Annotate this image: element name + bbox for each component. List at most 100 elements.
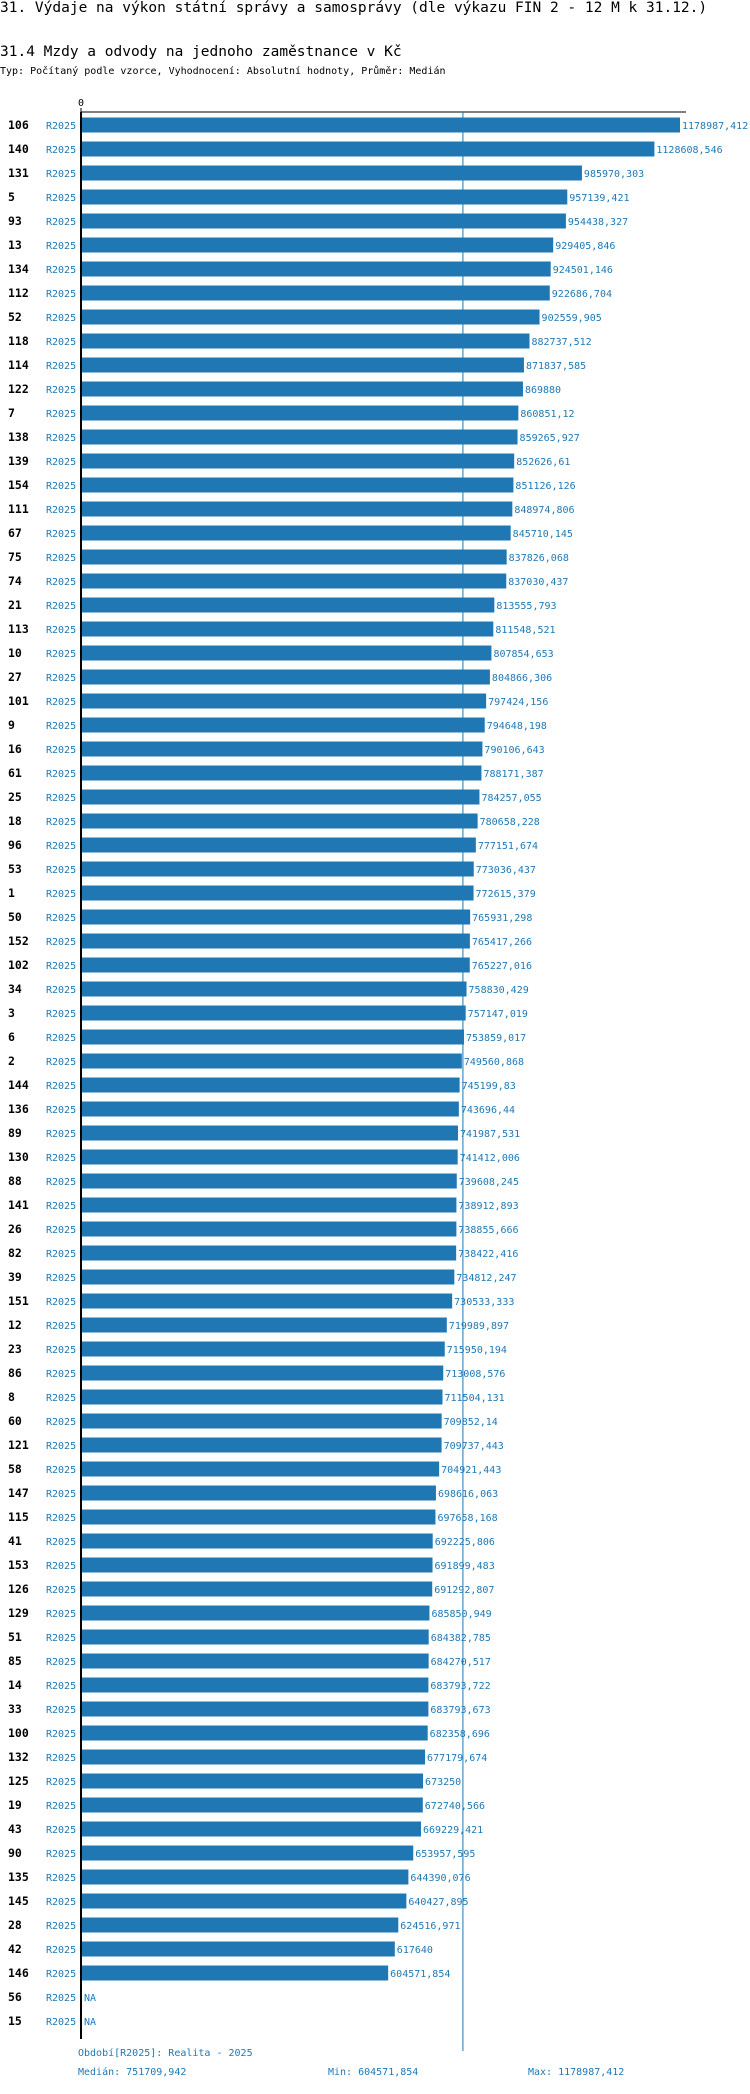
data-label: 644390,076 xyxy=(410,1873,470,1884)
category-label: 86 xyxy=(8,1366,22,1380)
bar xyxy=(81,1701,429,1717)
category-label: 113 xyxy=(8,622,29,636)
category-label: 21 xyxy=(8,598,22,612)
period-label: R2025 xyxy=(46,481,76,492)
category-label: 89 xyxy=(8,1126,22,1140)
category-label: 13 xyxy=(8,238,22,252)
bar xyxy=(81,357,524,373)
period-label: R2025 xyxy=(46,625,76,636)
data-label: 704921,443 xyxy=(441,1465,501,1476)
period-label: R2025 xyxy=(46,1777,76,1788)
category-label: 147 xyxy=(8,1486,29,1500)
data-label: 902559,905 xyxy=(542,313,602,324)
bar xyxy=(81,549,507,565)
period-label: R2025 xyxy=(46,1297,76,1308)
category-label: 88 xyxy=(8,1174,22,1188)
period-label: R2025 xyxy=(46,1801,76,1812)
data-label: 730533,333 xyxy=(454,1297,514,1308)
data-label: 851126,126 xyxy=(515,481,575,492)
period-label: R2025 xyxy=(46,1753,76,1764)
period-label: R2025 xyxy=(46,1393,76,1404)
data-label: 813555,793 xyxy=(496,601,556,612)
period-label: R2025 xyxy=(46,121,76,132)
bar xyxy=(81,981,467,997)
period-label: R2025 xyxy=(46,1033,76,1044)
bar xyxy=(81,1677,429,1693)
data-label: 757147,019 xyxy=(468,1009,528,1020)
bar xyxy=(81,885,474,901)
data-label: 790106,643 xyxy=(484,745,544,756)
bar xyxy=(81,1581,433,1597)
period-label: R2025 xyxy=(46,649,76,660)
period-label: R2025 xyxy=(46,2017,76,2028)
bar xyxy=(81,669,490,685)
category-label: 135 xyxy=(8,1870,29,1884)
data-label: 711504,131 xyxy=(444,1393,504,1404)
bar xyxy=(81,741,483,757)
period-label: R2025 xyxy=(46,1489,76,1500)
bar xyxy=(81,1389,443,1405)
category-label: 16 xyxy=(8,742,22,756)
bar xyxy=(81,501,513,517)
bar xyxy=(81,261,551,277)
bar xyxy=(81,1797,423,1813)
period-label: R2025 xyxy=(46,529,76,540)
bar xyxy=(81,933,470,949)
data-label: 617640 xyxy=(397,1945,433,1956)
bar xyxy=(81,1221,457,1237)
data-label: 673250 xyxy=(425,1777,461,1788)
category-label: 18 xyxy=(8,814,22,828)
bar xyxy=(81,1653,429,1669)
period-label: R2025 xyxy=(46,1177,76,1188)
data-label: 743696,44 xyxy=(461,1105,515,1116)
category-label: 8 xyxy=(8,1390,15,1404)
period-label: R2025 xyxy=(46,841,76,852)
bar xyxy=(81,1101,459,1117)
period-label: R2025 xyxy=(46,1105,76,1116)
category-label: 61 xyxy=(8,766,22,780)
data-label: 852626,61 xyxy=(516,457,570,468)
data-label: 777151,674 xyxy=(478,841,538,852)
data-label: 804866,306 xyxy=(492,673,552,684)
bar xyxy=(81,1005,466,1021)
period-label: R2025 xyxy=(46,1993,76,2004)
category-label: 85 xyxy=(8,1654,22,1668)
bar xyxy=(81,477,514,493)
data-label: 848974,806 xyxy=(514,505,574,516)
category-label: 75 xyxy=(8,550,22,564)
bar xyxy=(81,333,530,349)
bar xyxy=(81,1053,462,1069)
category-label: 134 xyxy=(8,262,29,276)
bar xyxy=(81,237,554,253)
category-label: 153 xyxy=(8,1558,29,1572)
bar xyxy=(81,1293,453,1309)
period-label: R2025 xyxy=(46,241,76,252)
bar xyxy=(81,1773,424,1789)
bar xyxy=(81,381,523,397)
data-label: 859265,927 xyxy=(520,433,580,444)
bar xyxy=(81,1317,447,1333)
category-label: 52 xyxy=(8,310,22,324)
data-label: 653957,595 xyxy=(415,1849,475,1860)
data-label: 691292,807 xyxy=(434,1585,494,1596)
period-label: R2025 xyxy=(46,1057,76,1068)
period-label: R2025 xyxy=(46,769,76,780)
bar xyxy=(81,645,492,661)
data-label: 765417,266 xyxy=(472,937,532,948)
period-label: R2025 xyxy=(46,985,76,996)
category-label: 33 xyxy=(8,1702,22,1716)
category-label: 27 xyxy=(8,670,22,684)
bar xyxy=(81,909,471,925)
bar xyxy=(81,429,518,445)
period-label: R2025 xyxy=(46,937,76,948)
data-label: 683793,722 xyxy=(430,1681,490,1692)
period-label: R2025 xyxy=(46,1609,76,1620)
chart-subtitle: 31.4 Mzdy a odvody na jednoho zaměstnanc… xyxy=(0,44,402,60)
bar xyxy=(81,1413,442,1429)
data-label: 797424,156 xyxy=(488,697,548,708)
category-label: 154 xyxy=(8,478,29,492)
period-label: R2025 xyxy=(46,1873,76,1884)
category-label: 51 xyxy=(8,1630,22,1644)
category-label: 115 xyxy=(8,1510,29,1524)
bar xyxy=(81,597,495,613)
